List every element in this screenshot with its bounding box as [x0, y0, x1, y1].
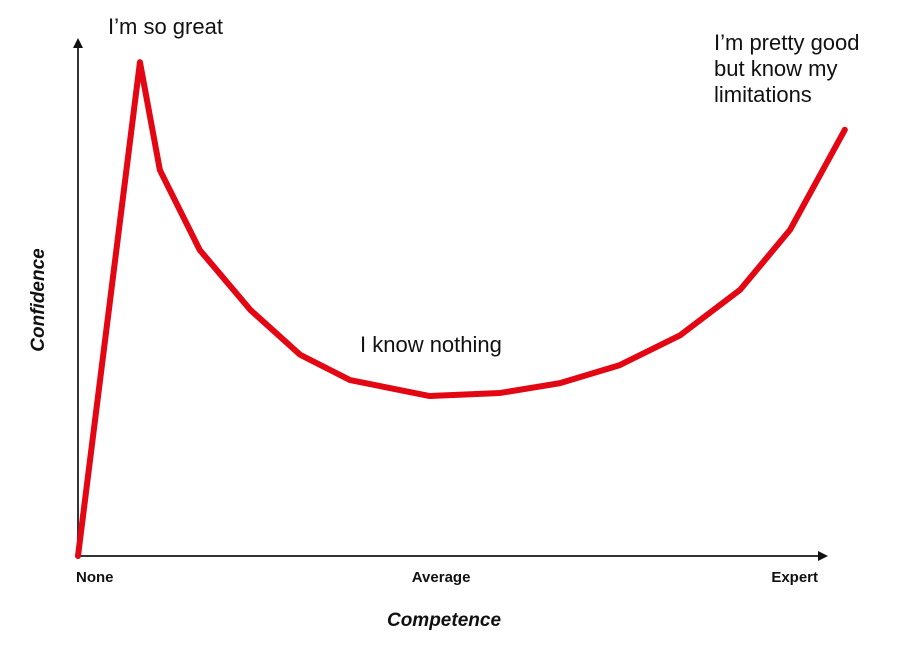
confidence-curve — [75, 59, 848, 559]
y-axis-label: Confidence — [28, 248, 49, 352]
x-tick-label: Expert — [771, 569, 818, 586]
x-tick-label: None — [76, 569, 114, 586]
annotation-valley: I know nothing — [360, 332, 502, 357]
annotation-peak: I’m so great — [108, 14, 223, 39]
x-axis-label: Competence — [387, 610, 501, 631]
annotation-expert: I’m pretty good but know my limitations — [714, 30, 860, 107]
x-tick-label: Average — [412, 569, 471, 586]
